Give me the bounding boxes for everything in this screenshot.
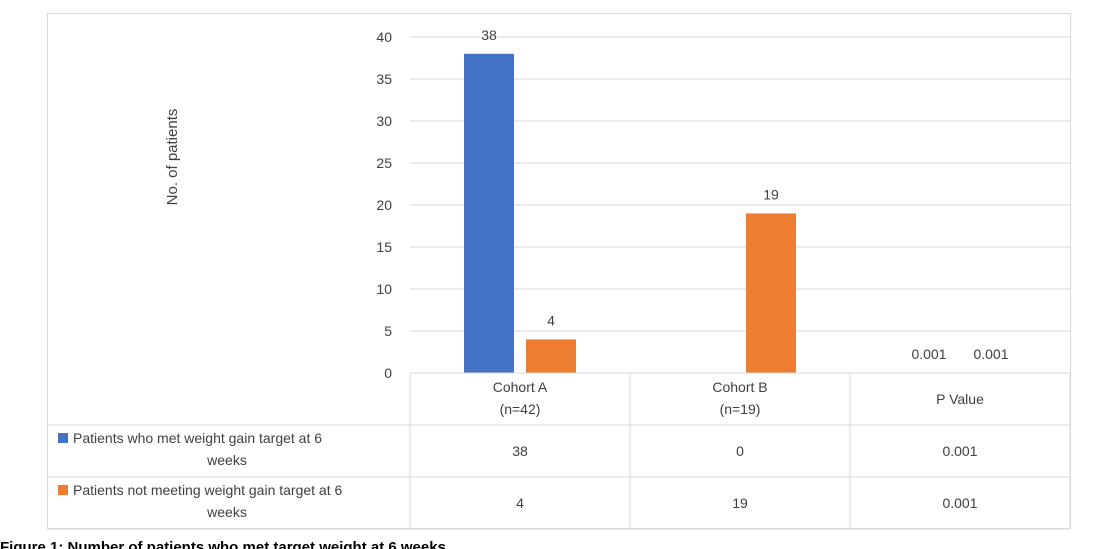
category-label: (n=42) [500,401,541,417]
y-axis-ticks: 0 5 10 15 20 25 30 35 40 [376,29,392,381]
table-cell-value: 0 [736,443,744,459]
series-name: Patients not meeting weight gain target … [73,482,342,498]
y-tick-label: 35 [376,71,392,87]
y-tick-label: 40 [376,29,392,45]
table-cell-value: 4 [516,495,524,511]
legend-key [58,433,68,443]
y-tick-label: 10 [376,281,392,297]
y-tick-label: 5 [384,323,392,339]
data-labels: 38 0.001 4 19 0.001 [481,27,1009,362]
y-tick-label: 15 [376,239,392,255]
data-table: Cohort A (n=42) Cohort B (n=19) P Value Patie… [47,372,1071,530]
bar-data-label: 0.001 [973,346,1008,362]
y-tick-label: 30 [376,113,392,129]
table-cell-value: 38 [512,443,528,459]
bar-data-label: 0.001 [911,346,946,362]
figure-caption-text: Figure 1: Number of patients who met tar… [0,539,446,549]
table-cell-value: 0.001 [942,443,977,459]
bars [464,53,1016,374]
bar-data-label: 19 [763,186,779,202]
series-name: weeks [206,452,247,468]
gridlines [410,36,1070,332]
y-tick-label: 25 [376,155,392,171]
bar [464,53,514,374]
legend-key [58,485,68,495]
bar-data-label: 38 [481,27,497,43]
bar [746,213,796,373]
series-name: weeks [206,504,247,520]
category-label: P Value [936,391,984,407]
series-name: Patients who met weight gain target at 6 [73,430,322,446]
y-tick-label: 0 [384,365,392,381]
category-label: Cohort A [493,379,548,395]
table-cell-value: 19 [732,495,748,511]
category-label: Cohort B [712,379,767,395]
bar-data-label: 4 [547,312,555,328]
table-cell-value: 0.001 [942,495,977,511]
figure-caption: Figure 1: Number of patients who met tar… [0,533,1114,549]
y-tick-label: 20 [376,197,392,213]
bar [526,339,576,373]
y-axis-title: No. of patients [164,109,181,206]
category-label: (n=19) [720,401,761,417]
